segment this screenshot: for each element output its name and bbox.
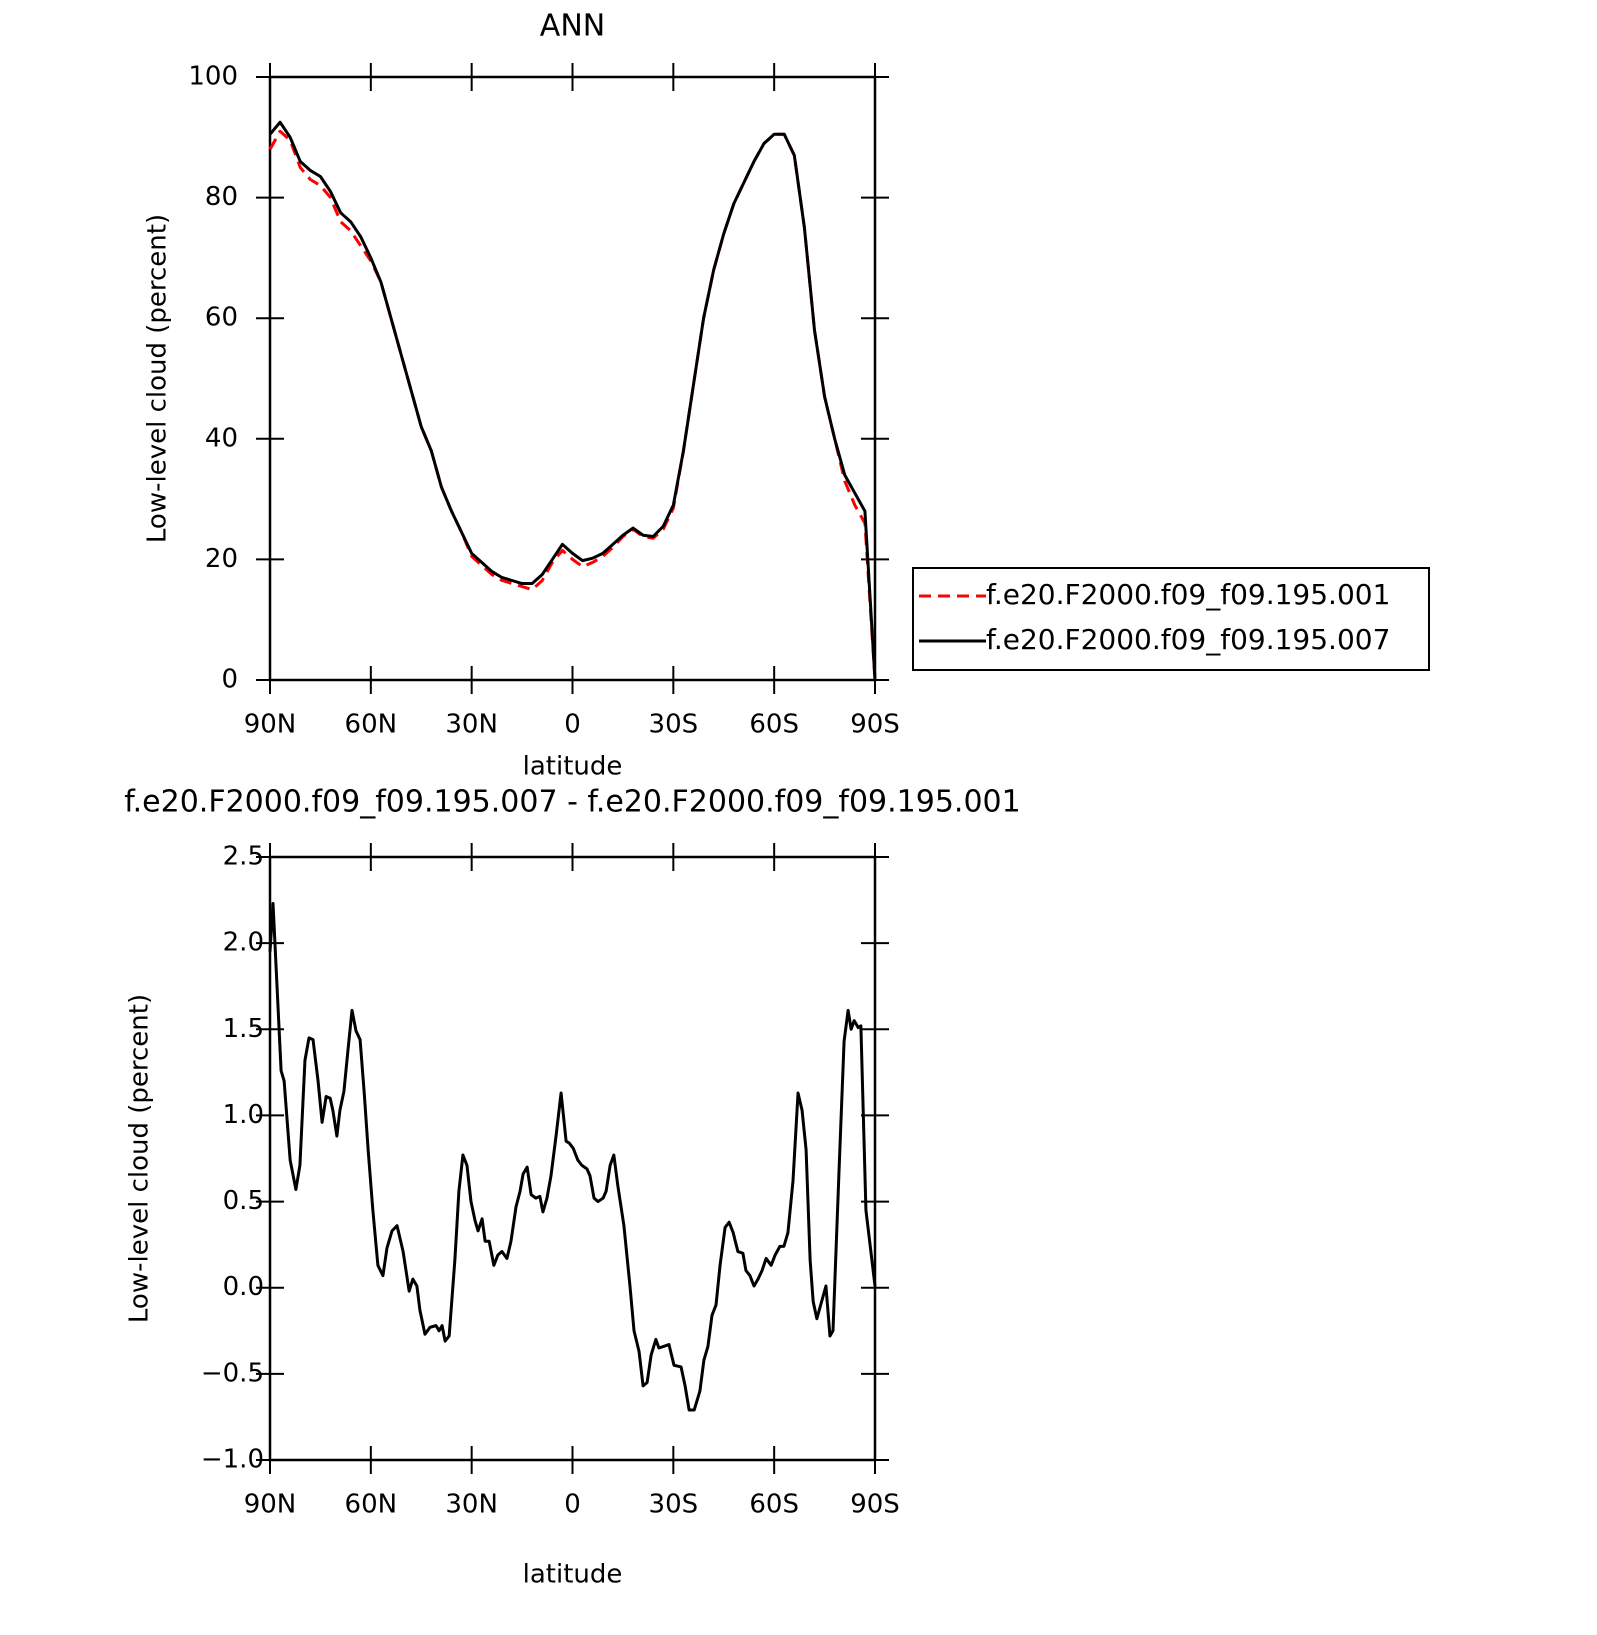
x-axis-label: latitude xyxy=(523,752,623,782)
y-tick-label: 40 xyxy=(205,423,238,453)
y-axis-label: Low-level cloud (percent) xyxy=(143,214,173,543)
x-tick-label: 90N xyxy=(244,1490,297,1520)
plot-frame xyxy=(268,855,877,1462)
x-tick-label: 30N xyxy=(445,1490,498,1520)
y-tick-label: 20 xyxy=(205,544,238,574)
x-tick-label: 90N xyxy=(244,710,297,740)
legend-label: f.e20.F2000.f09_f09.195.001 xyxy=(986,578,1390,611)
legend-label: f.e20.F2000.f09_f09.195.007 xyxy=(986,623,1390,656)
x-tick-label: 30S xyxy=(649,1490,699,1520)
x-tick-label: 90S xyxy=(850,1490,900,1520)
x-tick-label: 0 xyxy=(564,710,581,740)
chart-title: ANN xyxy=(540,9,605,44)
y-tick-label: 100 xyxy=(188,62,238,92)
chart-title: f.e20.F2000.f09_f09.195.007 - f.e20.F200… xyxy=(124,785,1020,820)
x-axis-label: latitude xyxy=(523,1560,623,1590)
x-tick-label: 60N xyxy=(345,710,398,740)
x-tick-label: 0 xyxy=(564,1490,581,1520)
legend-box xyxy=(912,567,1430,671)
x-tick-label: 30S xyxy=(649,710,699,740)
x-tick-label: 30N xyxy=(445,710,498,740)
x-tick-label: 60S xyxy=(749,710,799,740)
data-line xyxy=(268,902,877,1412)
x-tick-label: 90S xyxy=(850,710,900,740)
x-tick-label: 60N xyxy=(345,1490,398,1520)
y-tick-label: 0 xyxy=(221,665,238,695)
data-line xyxy=(268,129,877,681)
y-tick-label: −1.0 xyxy=(201,1445,264,1475)
plot-frame xyxy=(268,75,877,682)
y-tick-label: 60 xyxy=(205,303,238,333)
y-tick-label: 80 xyxy=(205,182,238,212)
y-tick-label: −0.5 xyxy=(201,1358,264,1388)
y-axis-label: Low-level cloud (percent) xyxy=(125,994,155,1323)
x-tick-label: 60S xyxy=(749,1490,799,1520)
data-line xyxy=(268,120,877,681)
